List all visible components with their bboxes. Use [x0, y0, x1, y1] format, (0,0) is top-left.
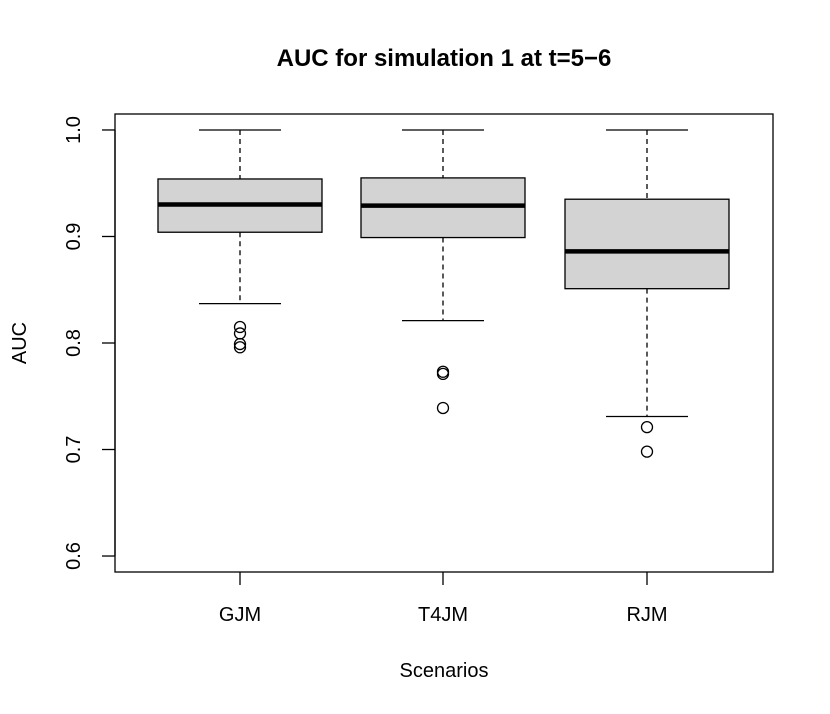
outlier-point [233, 327, 247, 340]
y-axis-label: AUC [9, 322, 31, 364]
y-tick-label: 0.9 [63, 223, 85, 251]
boxes-layer [157, 129, 730, 458]
x-tick-label: GJM [219, 604, 261, 626]
outlier-point [436, 367, 450, 381]
iqr-box [564, 198, 730, 290]
outlier-point [640, 420, 654, 434]
outlier-point [233, 320, 247, 334]
outlier-point [640, 445, 654, 458]
y-tick-label: 1.0 [63, 116, 85, 144]
box-t4jm [360, 129, 526, 415]
y-tick-label: 0.6 [63, 542, 85, 570]
y-tick-label: 0.7 [63, 436, 85, 464]
outlier-point [233, 341, 247, 354]
y-tick-label: 0.8 [63, 329, 85, 357]
box-gjm [157, 129, 323, 354]
x-axis: GJM T4JM RJM [219, 572, 668, 626]
x-axis-label: Scenarios [400, 660, 489, 682]
box-rjm [564, 129, 730, 458]
outlier-point [436, 401, 450, 415]
x-tick-label: RJM [626, 604, 667, 626]
x-tick-label: T4JM [418, 604, 468, 626]
chart-title: AUC for simulation 1 at t=5−6 [277, 45, 612, 72]
y-axis: 0.6 0.7 0.8 0.9 1.0 [63, 116, 116, 570]
outlier-point [233, 337, 247, 351]
